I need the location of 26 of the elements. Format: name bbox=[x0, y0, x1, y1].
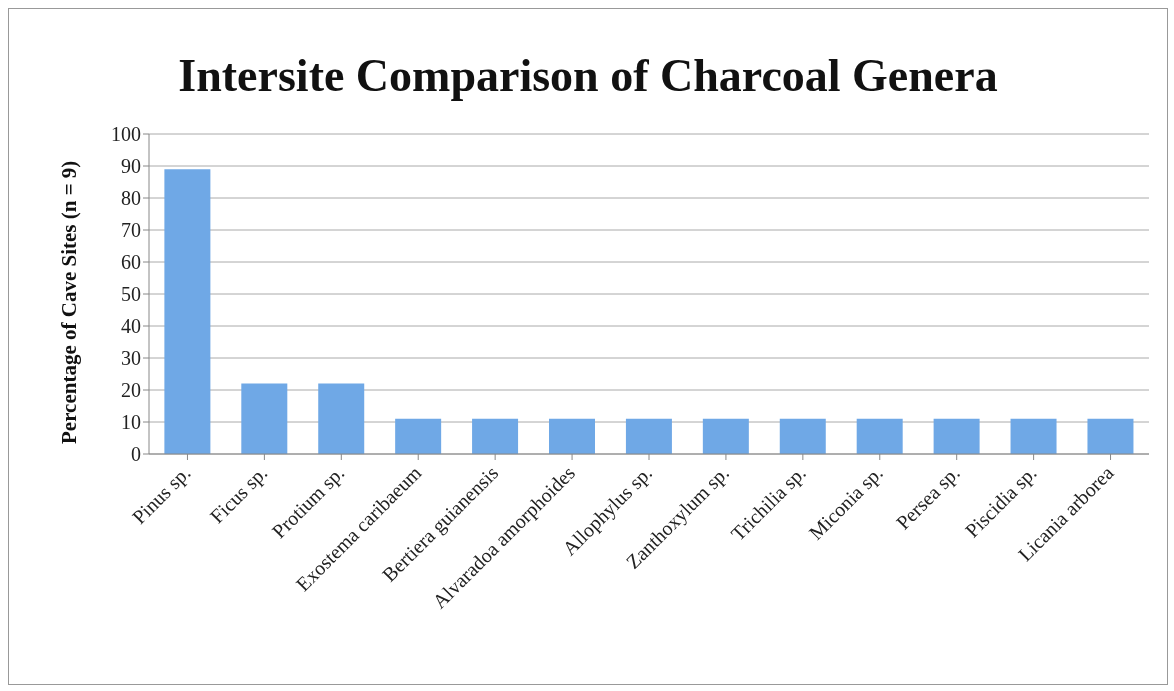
bar bbox=[549, 418, 595, 454]
bar bbox=[933, 418, 980, 454]
y-tick-label: 0 bbox=[131, 443, 141, 466]
bar bbox=[856, 418, 903, 454]
chart-title: Intersite Comparison of Charcoal Genera bbox=[177, 49, 999, 102]
y-tick-label: 60 bbox=[121, 251, 141, 274]
y-tick-label: 40 bbox=[121, 315, 141, 338]
y-axis-title: Percentage of Cave Sites (n = 9) bbox=[57, 160, 82, 444]
bar bbox=[164, 169, 211, 454]
bar bbox=[702, 418, 749, 454]
bar bbox=[779, 418, 826, 454]
bar bbox=[241, 383, 288, 454]
y-tick-label: 20 bbox=[121, 379, 141, 402]
bar bbox=[1087, 418, 1134, 454]
bar bbox=[318, 383, 365, 454]
y-tick-label: 30 bbox=[121, 347, 141, 370]
y-tick-label: 70 bbox=[121, 219, 141, 242]
bar bbox=[395, 418, 442, 454]
bar bbox=[625, 418, 672, 454]
y-tick-label: 80 bbox=[121, 187, 141, 210]
y-tick-label: 90 bbox=[121, 155, 141, 178]
y-tick-label: 50 bbox=[121, 283, 141, 306]
bar bbox=[472, 418, 519, 454]
y-tick-label: 10 bbox=[121, 411, 141, 434]
y-tick-label: 100 bbox=[111, 123, 141, 146]
bar bbox=[1010, 418, 1057, 454]
